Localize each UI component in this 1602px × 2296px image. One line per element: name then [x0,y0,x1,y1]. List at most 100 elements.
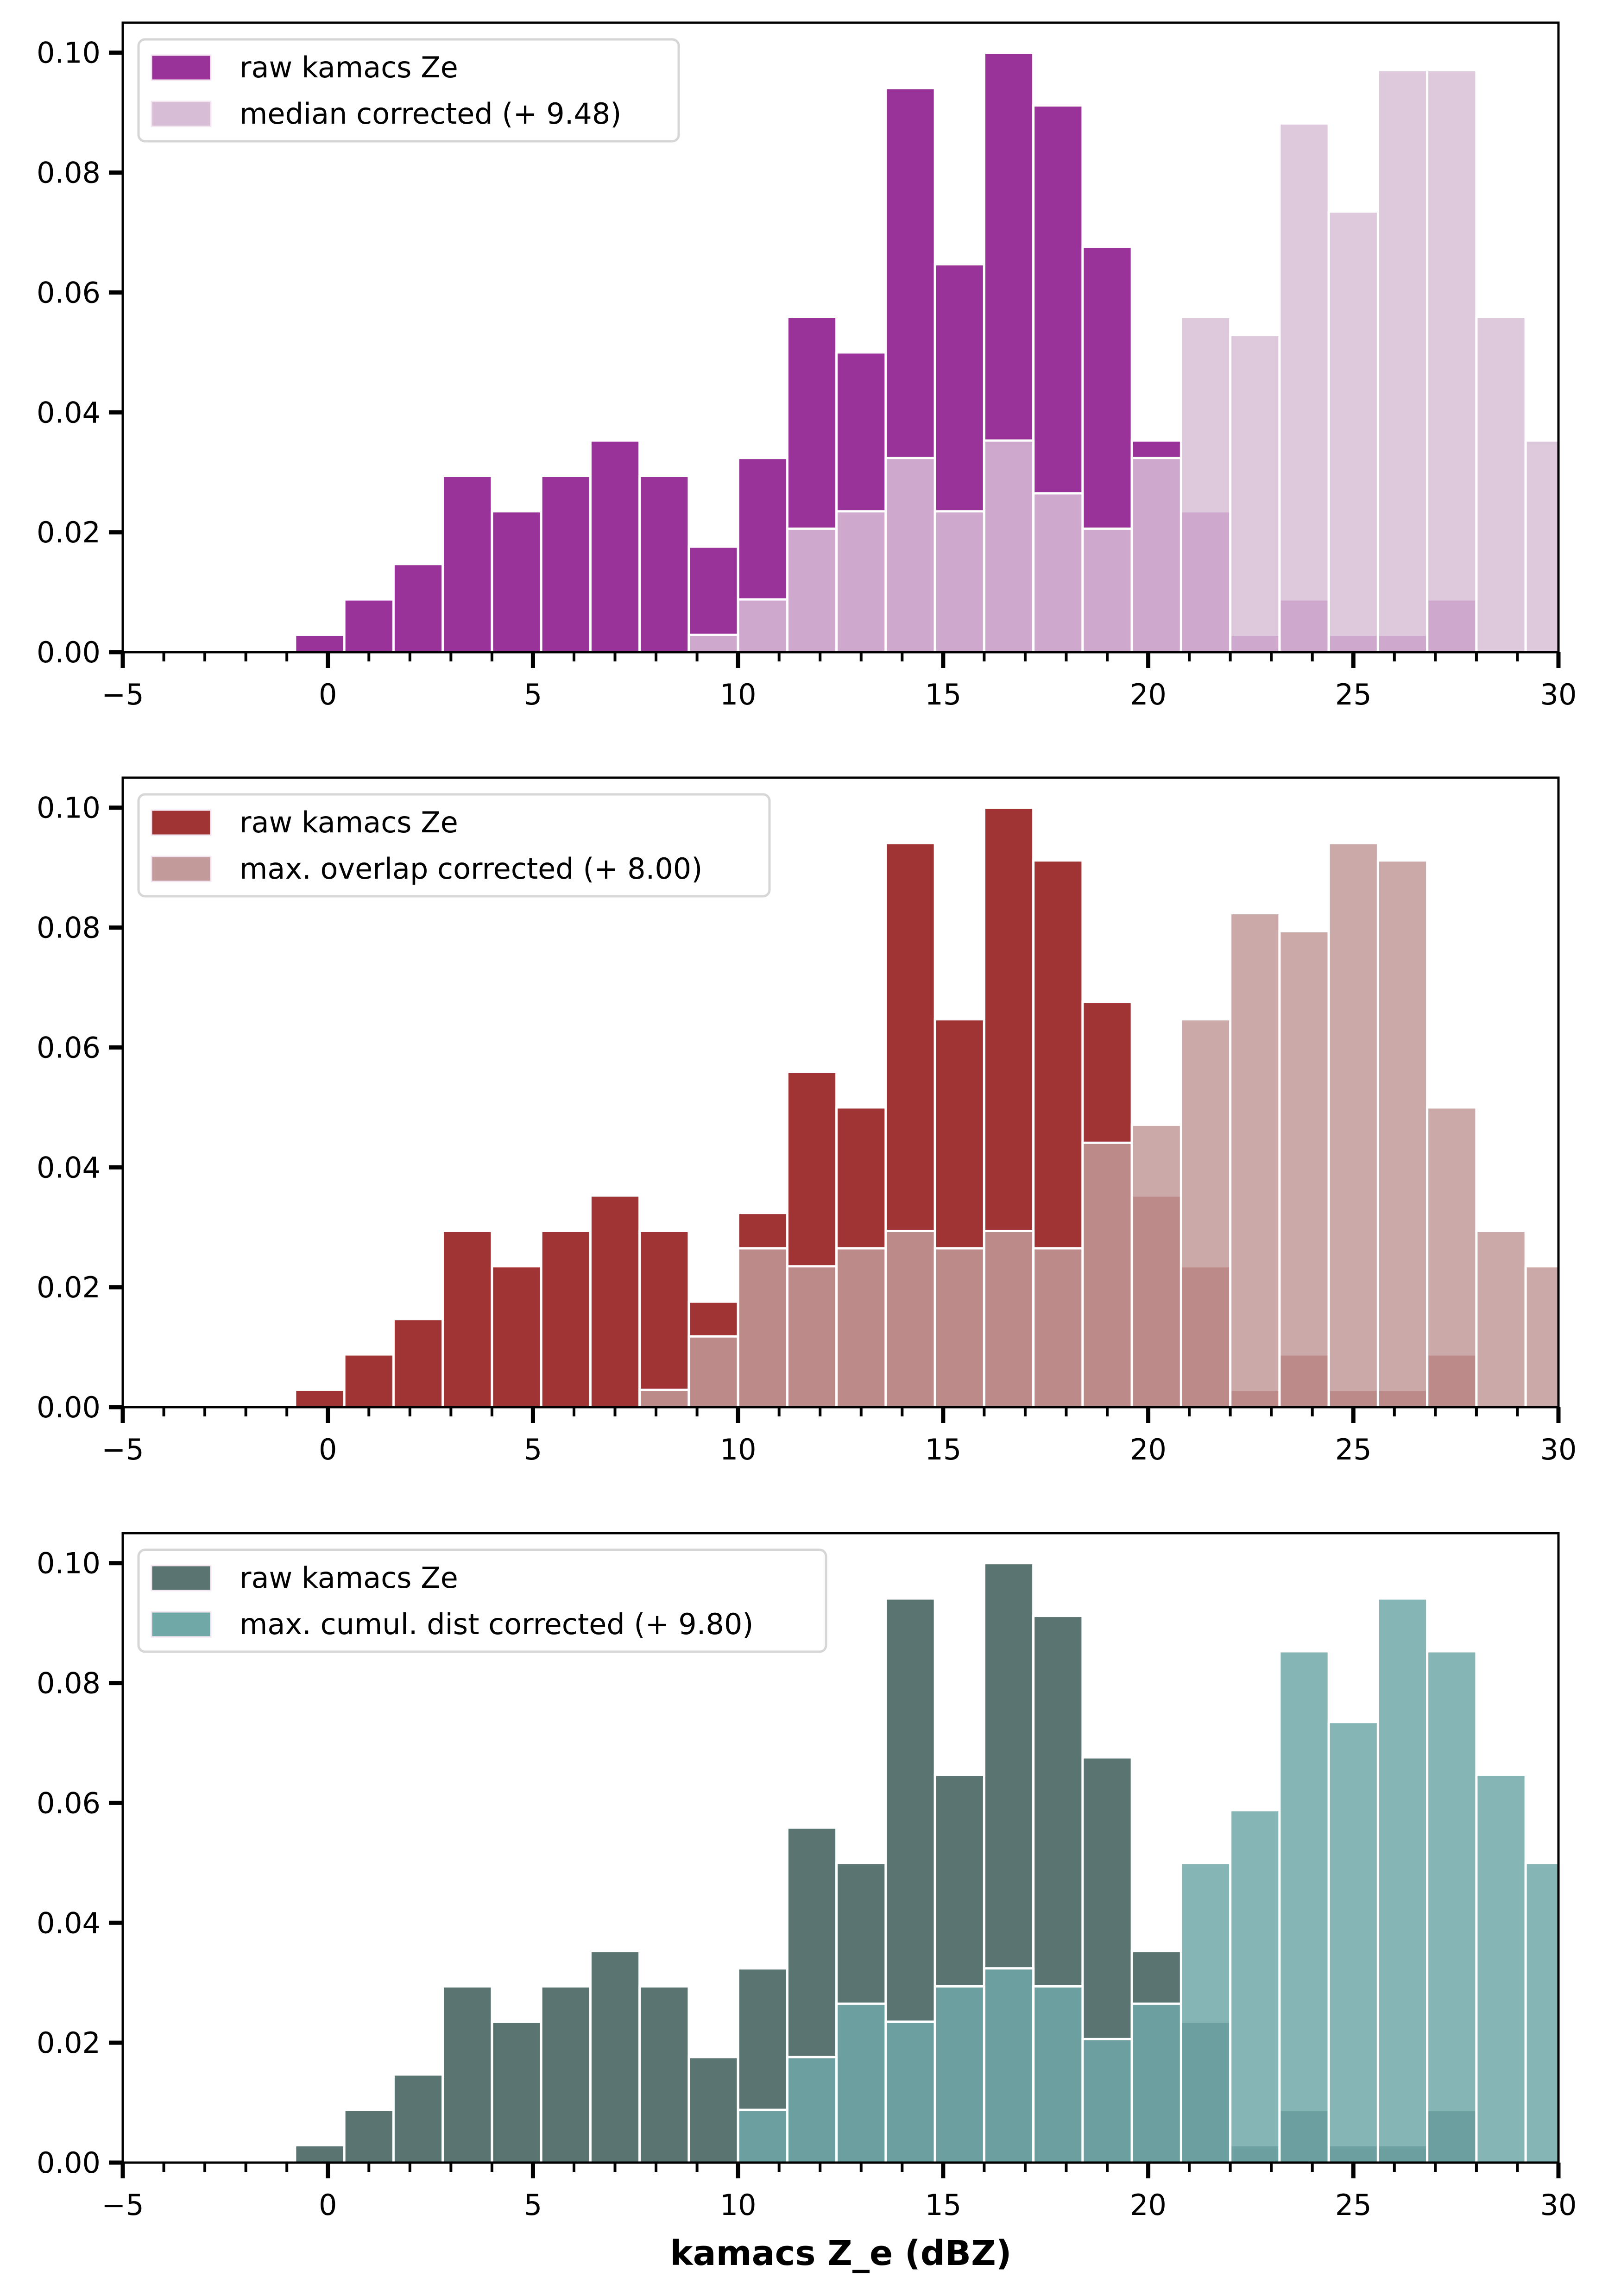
corrected-histogram-bar [737,598,788,652]
raw-histogram-bar [441,474,493,652]
raw-histogram-bar [294,1388,346,1407]
corrected-histogram-bar [933,1985,985,2163]
y-tick-label: 0.08 [37,156,101,190]
y-tick-label: 0.08 [37,1667,101,1700]
raw-histogram-bar [491,510,542,652]
raw-histogram-bar [687,2056,739,2163]
legend-frame [137,38,680,143]
y-tick-label: 0.02 [37,516,101,549]
x-tick-label: 25 [1335,1433,1372,1466]
y-tick-label: 0.08 [37,911,101,945]
legend-frame [137,793,771,898]
x-tick-label: 0 [319,2188,337,2222]
y-tick-label: 0.04 [37,396,101,429]
legend-swatch-corrected [151,855,212,882]
raw-histogram-bar [392,563,444,652]
y-tick-label: 0.06 [37,276,101,309]
raw-histogram-bar [343,598,395,652]
y-tick-label: 0.04 [37,1151,101,1184]
raw-histogram-bar [392,1318,444,1407]
corrected-histogram-bar [1376,859,1429,1407]
legend-swatch-raw [151,54,212,81]
corrected-histogram-bar [1130,2002,1182,2163]
corrected-histogram-bar [1278,930,1330,1407]
corrected-histogram-bar [884,1229,936,1407]
corrected-histogram-bar [1229,333,1281,652]
corrected-histogram-bar [835,1247,887,1407]
raw-histogram-bar [441,1985,493,2163]
raw-histogram-bar [589,1950,641,2163]
y-tick-label: 0.06 [37,1786,101,1820]
legend: raw kamacs Ze max. overlap corrected (+ … [137,793,771,898]
y-tick-label: 0.02 [37,2026,101,2060]
corrected-histogram-bar [786,527,838,652]
axes: −5 0 5 10 15 20 25 30 0.00 0.02 0.04 0.06 0.08 0.10 [37,776,1577,1466]
raw-histogram-bar [589,439,641,652]
corrected-histogram-bar [1327,842,1379,1407]
corrected-histogram-bar [1475,1229,1527,1407]
corrected-histogram-bar [1278,122,1330,652]
panel-max-cumul-dist-corrected: −5 0 5 10 15 20 25 30 0.00 0.02 0.04 0.06 0.08 0.10 r… [37,1532,1577,2222]
y-tick-label: 0.00 [37,635,101,669]
corrected-histogram-bar [1426,1650,1478,2163]
corrected-histogram-bar [1376,1597,1429,2163]
raw-histogram-bar [638,1985,690,2163]
x-tick-label: 15 [925,678,961,711]
y-tick-label: 0.04 [37,1906,101,1940]
corrected-histogram-bar [1032,492,1084,652]
y-tick-label: 0.10 [37,36,101,70]
axes-frame [121,776,1560,1409]
corrected-histogram-bar [687,633,739,652]
x-tick-label: 15 [925,2188,961,2222]
corrected-histogram-bar [786,2056,838,2163]
corrected-histogram-bar [1081,2038,1133,2163]
raw-histogram-bar [540,1985,592,2163]
y-tick-label: 0.10 [37,1547,101,1580]
x-tick-label: 20 [1130,2188,1167,2222]
corrected-histogram-bar [983,439,1035,652]
legend-label-raw: raw kamacs Ze [240,805,458,839]
corrected-histogram-bar [1229,912,1281,1407]
corrected-histogram-bar [1524,1862,1558,2163]
corrected-histogram-bar [983,1967,1035,2163]
legend-swatch-corrected [151,1611,212,1638]
legend-label-corrected: max. cumul. dist corrected (+ 9.80) [240,1607,754,1641]
axes: −5 0 5 10 15 20 25 30 0.00 0.02 0.04 0.06 0.08 0.10 [37,1532,1577,2222]
corrected-histogram-bar [786,1265,838,1407]
panel-max-overlap-corrected: −5 0 5 10 15 20 25 30 0.00 0.02 0.04 0.06 0.08 0.10 r… [37,776,1577,1466]
corrected-histogram-bar [1475,1774,1527,2163]
raw-histogram-bar [638,1229,690,1407]
axes-frame [121,1532,1560,2164]
corrected-histogram-bar [1032,1985,1084,2163]
y-tick-label: 0.00 [37,1390,101,1424]
legend-swatch-raw [151,1565,212,1591]
legend-swatch-corrected [151,101,212,127]
x-tick-label: −5 [101,678,144,711]
corrected-histogram-bar [1081,1141,1133,1407]
x-tick-label: 10 [720,2188,757,2222]
corrected-histogram-bar [1327,1721,1379,2163]
corrected-histogram-bar [1426,69,1478,652]
histogram-bars [294,806,1558,1407]
raw-histogram-bar [392,2073,444,2163]
x-tick-label: 5 [524,678,542,711]
legend-swatch-raw [151,809,212,836]
x-tick-label: 10 [720,678,757,711]
corrected-histogram-bar [884,2020,936,2163]
raw-histogram-bar [540,1229,592,1407]
y-tick-label: 0.10 [37,791,101,825]
corrected-histogram-bar [1130,1123,1182,1407]
legend: raw kamacs Ze max. cumul. dist corrected… [137,1548,827,1653]
raw-histogram-bar [441,1229,493,1407]
corrected-histogram-bar [1376,69,1429,652]
raw-histogram-bar [589,1194,641,1407]
corrected-histogram-bar [1032,1247,1084,1407]
x-axis-label: kamacs Z_e (dBZ) [670,2233,1011,2273]
corrected-histogram-bar [835,2002,887,2163]
x-tick-label: 30 [1540,678,1577,711]
legend-label-corrected: max. overlap corrected (+ 8.00) [240,852,702,886]
x-tick-label: 25 [1335,2188,1372,2222]
raw-histogram-bar [491,2020,542,2163]
corrected-histogram-bar [1179,315,1232,652]
